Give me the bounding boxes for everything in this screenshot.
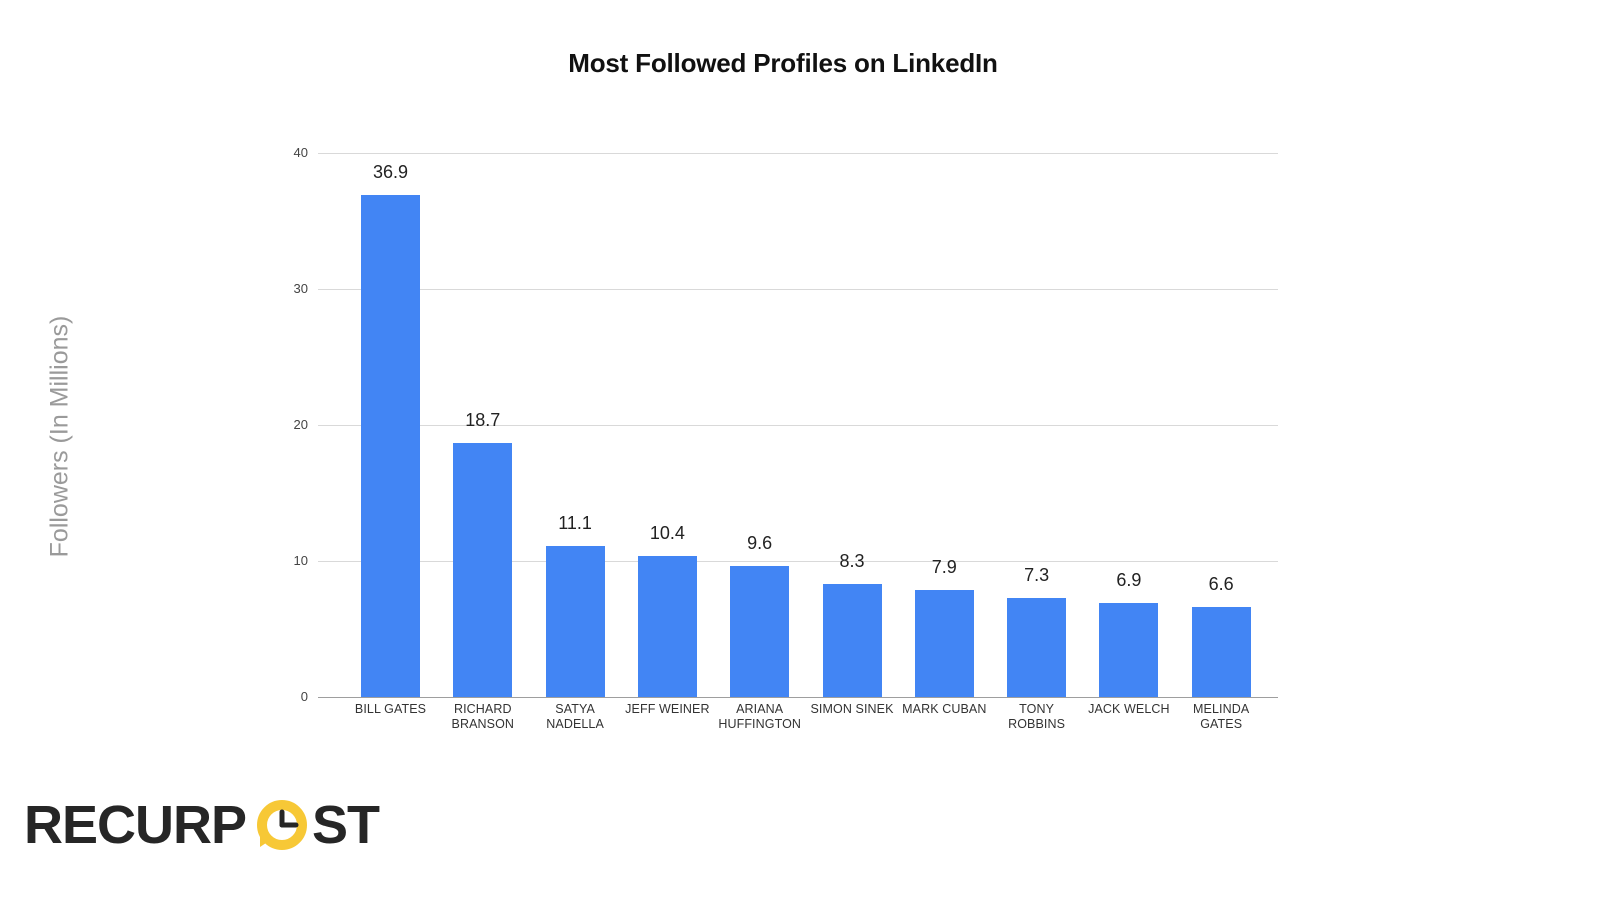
bar[interactable] — [453, 442, 513, 697]
bar[interactable] — [822, 584, 882, 697]
y-axis-tick-label: 20 — [293, 417, 308, 432]
gridline — [318, 561, 1278, 562]
gridline — [318, 697, 1278, 698]
x-axis-label-line: GATES — [1200, 717, 1243, 731]
x-axis-label-line: MELINDA — [1193, 702, 1250, 716]
bar-value-label: 8.3 — [839, 551, 865, 572]
x-axis-label-line: ROBBINS — [1008, 717, 1066, 731]
x-axis-tick-label: BILL GATES — [336, 702, 446, 717]
x-axis-label-line: HUFFINGTON — [718, 717, 802, 731]
chart-title: Most Followed Profiles on LinkedIn — [568, 48, 998, 78]
x-axis-label-line: NADELLA — [546, 717, 604, 731]
x-axis-label-line: SATYA — [555, 702, 595, 716]
bar-value-label: 18.7 — [465, 409, 501, 430]
x-axis-tick-label: SIMON SINEK — [797, 702, 907, 717]
x-axis-label-line: JACK WELCH — [1088, 702, 1170, 716]
gridline — [318, 425, 1278, 426]
x-axis-label-line: TONY — [1019, 702, 1055, 716]
bars-layer: 36.9 18.7 11.1 10.4 9.6 8.3 7.9 7.3 6.9 6.6 — [318, 153, 1278, 697]
y-axis-tick-label: 30 — [293, 281, 308, 296]
bar[interactable] — [545, 546, 605, 697]
x-axis-tick-label: ARIANA HUFFINGTON — [705, 702, 815, 732]
logo-text-left: RECURP — [24, 797, 246, 855]
bar-value-label: 36.9 — [372, 162, 409, 183]
bar[interactable] — [1007, 597, 1067, 697]
bar[interactable] — [914, 589, 974, 697]
x-axis-label-line: SIMON SINEK — [810, 702, 894, 716]
clock-icon — [257, 800, 308, 850]
bar-value-label: 10.4 — [649, 522, 685, 543]
y-axis-title: Followers (In Millions) — [45, 315, 74, 558]
bar[interactable] — [361, 195, 420, 697]
logo-graphic: RECURP ST — [24, 797, 381, 855]
y-axis-tick-label: 40 — [293, 145, 308, 160]
bar[interactable] — [730, 566, 790, 697]
bar-value-label: 9.6 — [747, 533, 773, 554]
x-axis-label-line: BRANSON — [451, 717, 515, 731]
x-axis-tick-label: JEFF WEINER — [612, 702, 722, 717]
y-axis-tick-label: 10 — [293, 553, 308, 568]
bar-value-label: 6.6 — [1208, 574, 1234, 595]
x-axis-label-line: JEFF WEINER — [625, 702, 710, 716]
x-axis-label-line: ARIANA — [736, 702, 784, 716]
x-axis-tick-label: SATYA NADELLA — [520, 702, 630, 732]
x-axis-tick-label: TONY ROBBINS — [982, 702, 1092, 732]
x-axis-labels: BILL GATES RICHARD BRANSON SATYA NADELLA JEFF… — [318, 702, 1278, 752]
logo-text-right: ST — [312, 797, 380, 855]
bar-value-label: 7.9 — [931, 556, 957, 577]
bar-value-label: 6.9 — [1116, 570, 1142, 591]
bar-value-label: 11.1 — [558, 513, 592, 534]
bar-value-label: 7.3 — [1024, 564, 1050, 585]
x-axis-tick-label: MARK CUBAN — [889, 702, 999, 717]
x-axis-tick-label: MELINDA GATES — [1166, 702, 1276, 732]
gridline — [318, 289, 1278, 290]
x-axis-label-line: MARK CUBAN — [902, 702, 987, 716]
bar[interactable] — [637, 555, 697, 697]
x-axis-label-line: RICHARD — [453, 702, 512, 716]
x-axis-label-line: BILL GATES — [354, 702, 427, 716]
plot-area: 0 10 20 30 40 — [294, 146, 1278, 703]
recurpost-logo: RECURP ST — [24, 795, 404, 857]
gridline — [318, 153, 1278, 154]
x-axis-tick-label: RICHARD BRANSON — [428, 702, 538, 732]
bar[interactable] — [1191, 607, 1251, 697]
y-axis-tick-label: 0 — [300, 689, 308, 704]
x-axis-tick-label: JACK WELCH — [1074, 702, 1184, 717]
bar[interactable] — [1099, 603, 1159, 697]
refresh-arrow-icon — [260, 831, 272, 847]
